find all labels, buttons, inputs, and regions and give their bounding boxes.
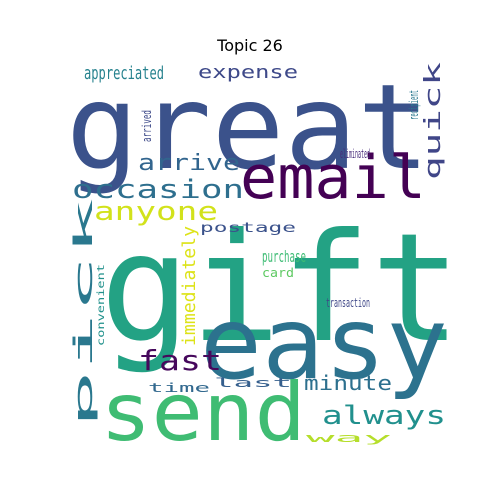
- word-email: email: [240, 143, 426, 213]
- word-minute: appreciated: [84, 63, 164, 84]
- word-always: always: [322, 401, 446, 431]
- word-send: send: [100, 366, 306, 459]
- word-pick: card: [262, 266, 294, 280]
- chart-title: Topic 26: [217, 36, 283, 55]
- word-way: recipient: [407, 90, 421, 120]
- word-occasion: occasion: [72, 175, 244, 205]
- word-easy: easy: [200, 285, 448, 402]
- word-gift: gift: [100, 202, 461, 376]
- word-transaction: postage: [200, 221, 296, 236]
- word-great: great: [66, 58, 430, 196]
- word-convenient: way: [306, 431, 392, 445]
- word-appreciated: pick: [69, 197, 99, 428]
- word-time: arrived: [140, 110, 154, 142]
- word-postage: minute: [304, 371, 392, 395]
- word-fast: fast: [138, 344, 222, 377]
- word-recipient: last: [214, 376, 292, 390]
- word-quick: transaction: [326, 296, 370, 310]
- word-anyone: anyone: [94, 197, 218, 227]
- word-arrive: arrive: [138, 151, 240, 176]
- word-arrived: time: [148, 381, 210, 395]
- word-eliminated: immediately: [179, 226, 200, 346]
- word-purchase: expense: [198, 62, 298, 83]
- word-last: eliminated: [340, 147, 370, 161]
- word-expense: quick: [421, 62, 446, 180]
- word-card: purchase: [262, 247, 306, 266]
- word-immediately: convenient: [96, 264, 107, 346]
